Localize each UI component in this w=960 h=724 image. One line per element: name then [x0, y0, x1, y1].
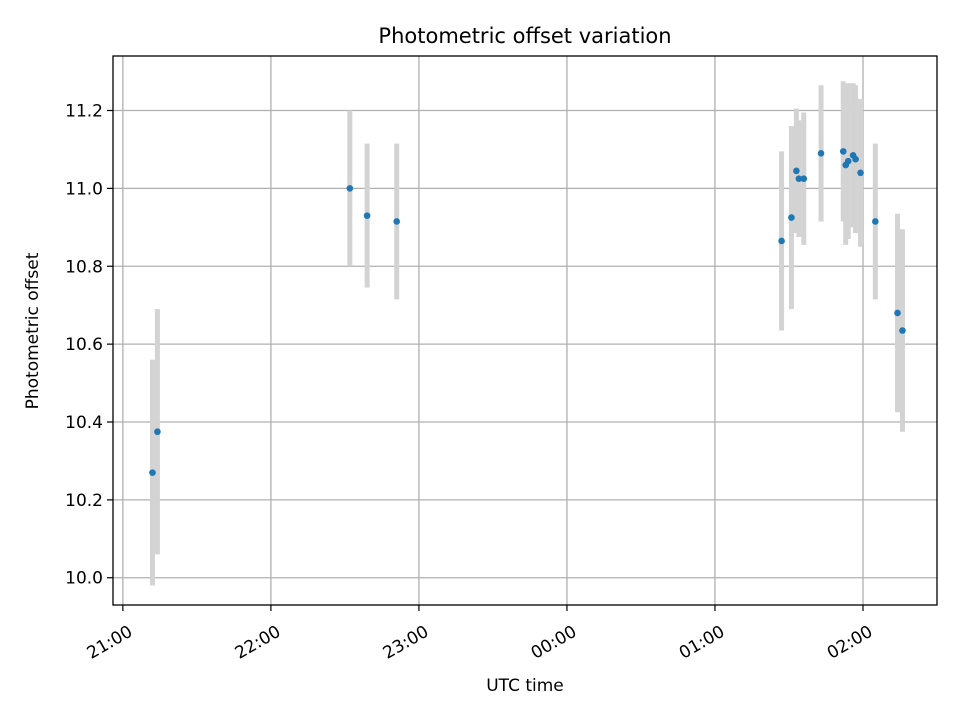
data-point: [346, 185, 354, 192]
data-point: [778, 237, 785, 245]
y-tick-label: 10.2: [65, 491, 103, 511]
data-point: [852, 155, 859, 163]
y-tick-label: 10.6: [65, 335, 103, 355]
point-layer: [149, 148, 906, 476]
data-point: [817, 150, 825, 157]
data-point: [894, 309, 901, 317]
data-point: [788, 214, 795, 221]
data-point: [154, 428, 161, 436]
data-point: [899, 327, 906, 334]
y-tick-label: 10.8: [65, 257, 103, 277]
data-point: [844, 157, 852, 165]
plot-frame: [112, 55, 938, 606]
chart-title: Photometric offset variation: [378, 24, 671, 48]
data-point: [839, 148, 847, 155]
data-point: [393, 218, 401, 225]
y-tick-label: 11.0: [65, 179, 103, 199]
y-tick-label: 10.4: [65, 413, 103, 433]
data-point: [149, 469, 156, 476]
data-point: [800, 175, 808, 182]
y-axis-label: Photometric offset: [23, 252, 43, 409]
data-point: [872, 218, 879, 225]
data-point: [795, 175, 803, 182]
data-point: [363, 212, 371, 219]
data-point: [793, 167, 800, 175]
data-point: [857, 169, 864, 177]
y-axis-ticks: 10.0 10.2 10.4 10.6 10.8 11.0 11.2: [65, 102, 113, 589]
y-tick-label: 11.2: [65, 102, 103, 122]
x-axis-label: UTC time: [486, 676, 564, 696]
y-tick-label: 10.0: [65, 569, 103, 589]
